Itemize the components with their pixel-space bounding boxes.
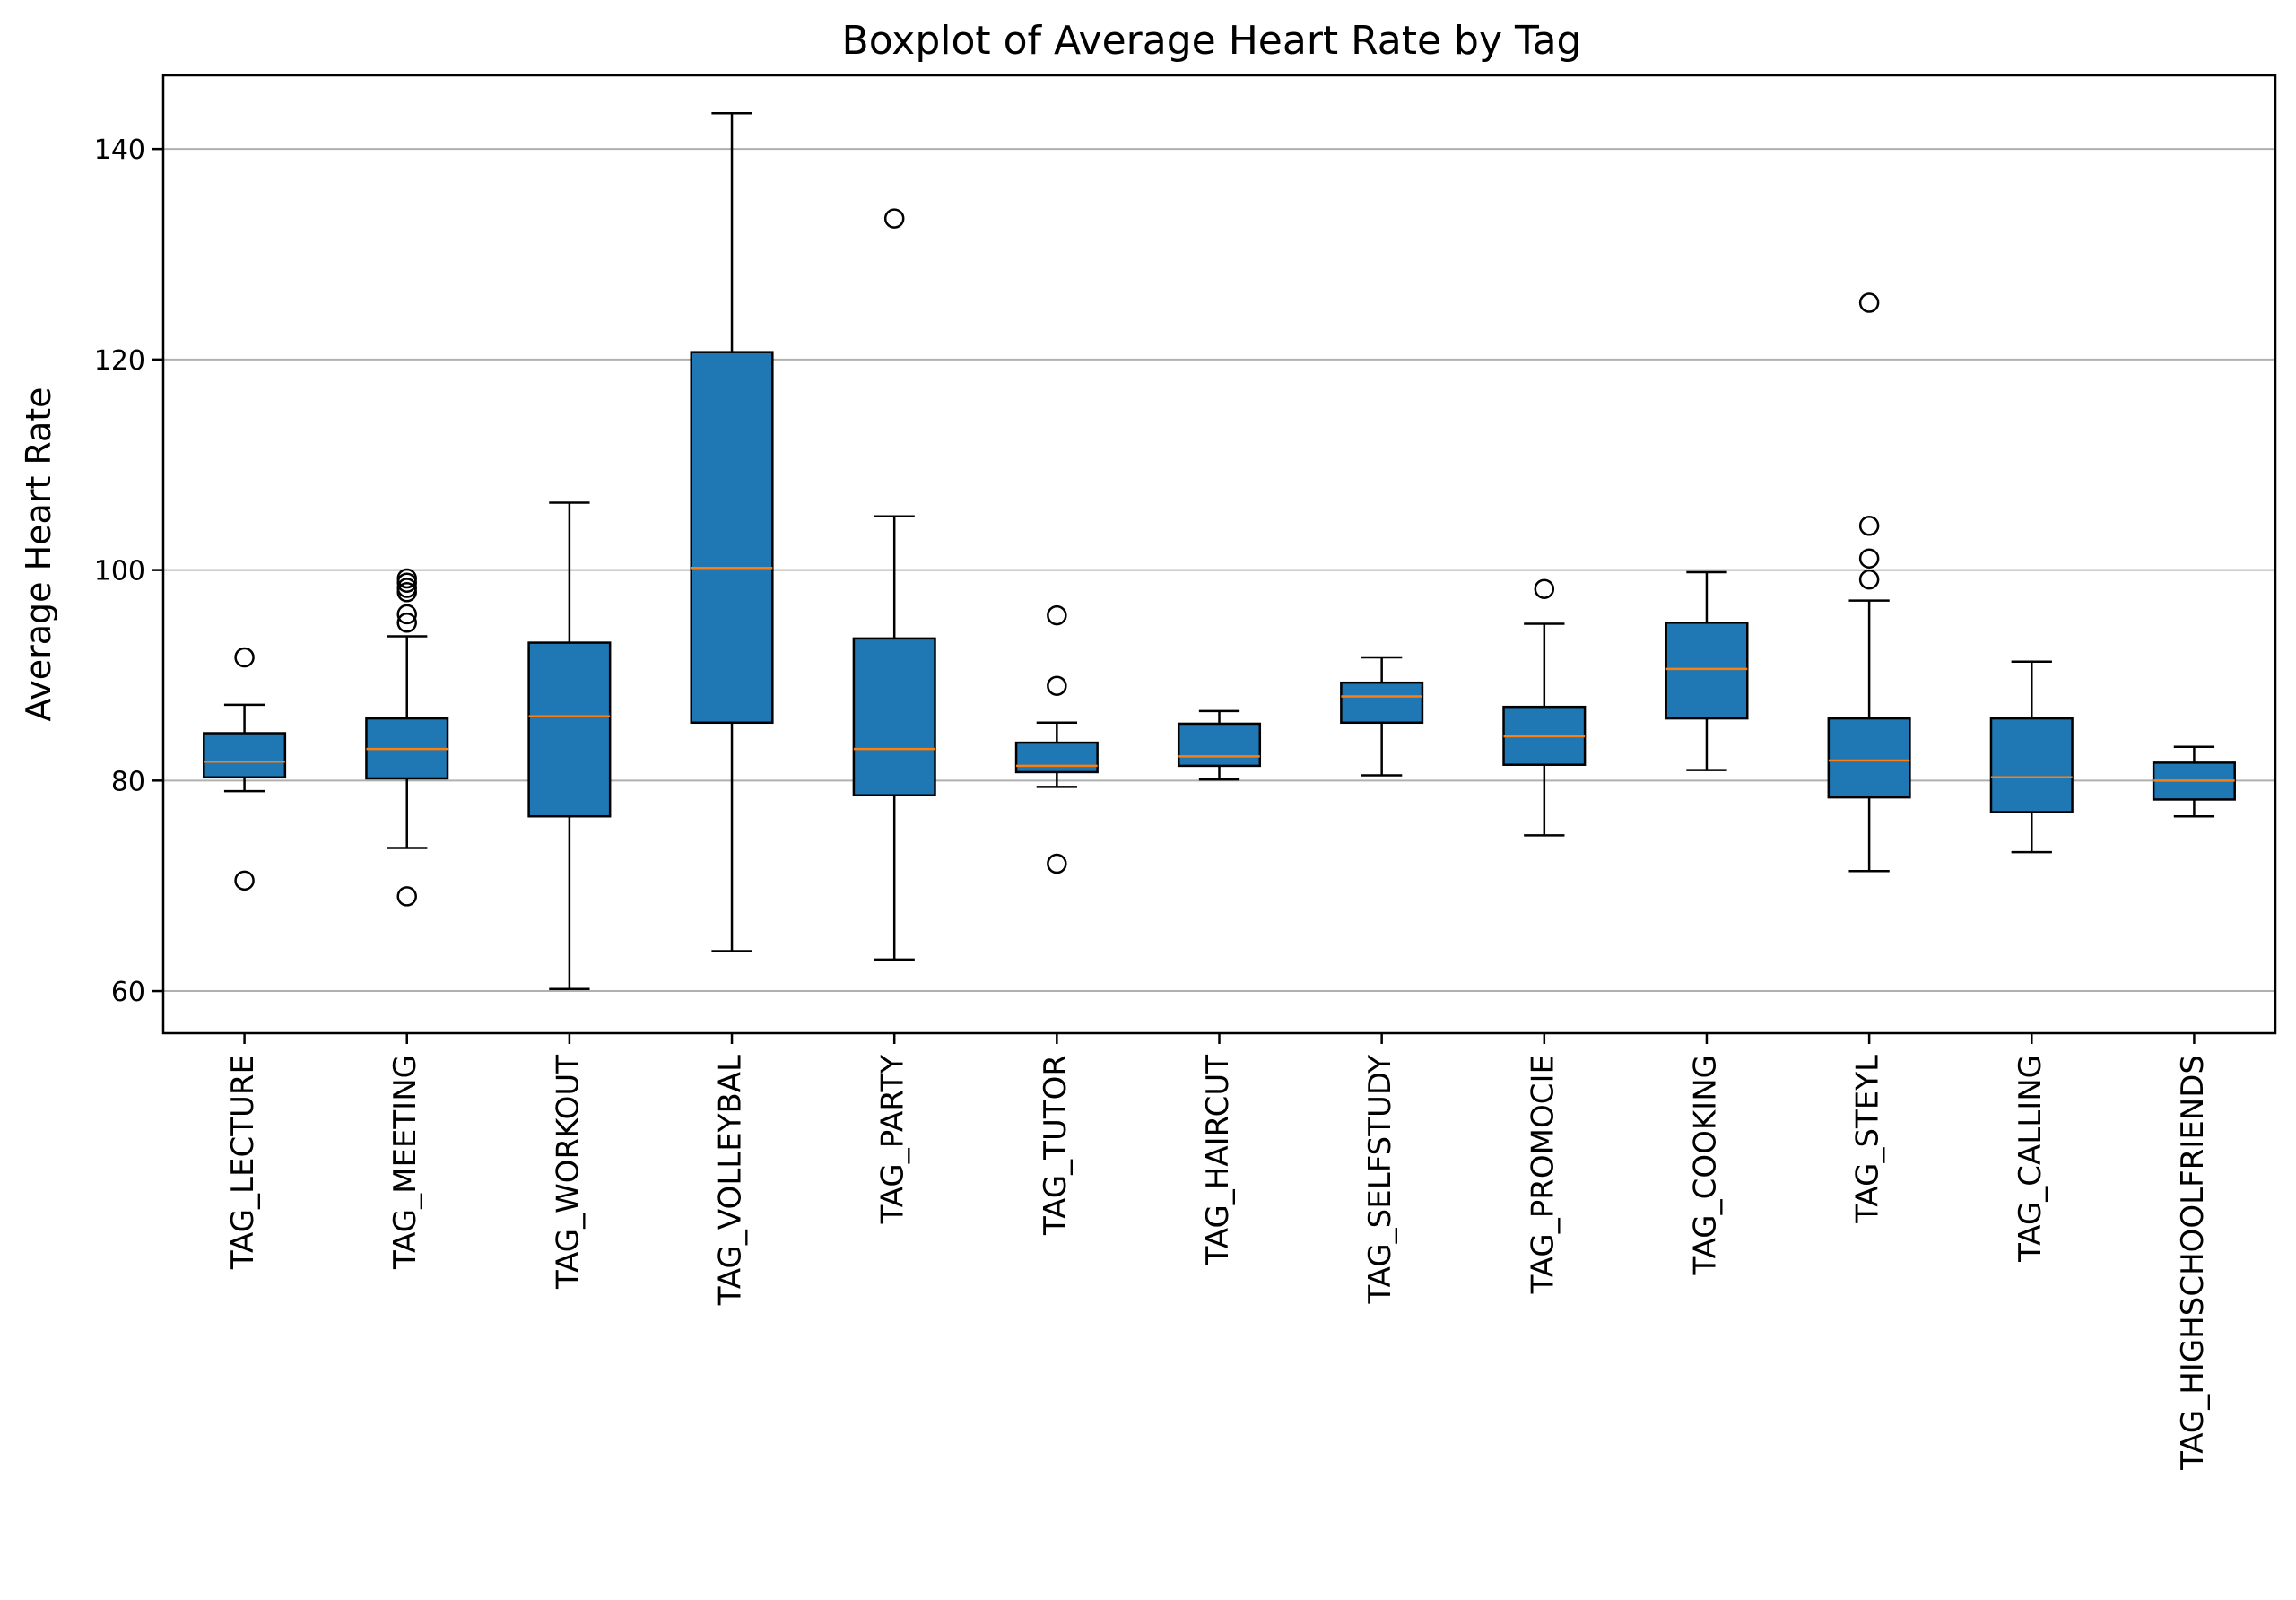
y-tick-label: 100 <box>94 556 145 587</box>
x-tick-label: TAG_HIGHSCHOOLFRIENDS <box>2175 1055 2211 1471</box>
x-tick-label: TAG_STEYL <box>1850 1055 1886 1224</box>
box-tag_promocie <box>1502 578 1587 837</box>
iqr-box <box>1827 717 1911 799</box>
outlier-point <box>1858 548 1880 569</box>
outlier-point <box>1534 578 1555 599</box>
outlier-point <box>234 647 255 668</box>
outlier-point <box>1047 675 1067 696</box>
iqr-box <box>1340 681 1424 725</box>
y-tick-label: 140 <box>94 135 145 166</box>
box-tag_selfstudy <box>1340 656 1424 777</box>
outlier-point <box>396 572 417 593</box>
chart-title: Boxplot of Average Heart Rate by Tag <box>842 18 1582 64</box>
x-tick-label: TAG_PROMOCIE <box>1525 1055 1561 1294</box>
boxes-group <box>203 112 2236 990</box>
box-tag_lecture <box>203 647 287 891</box>
x-tick-label: TAG_CALLING <box>2013 1055 2048 1263</box>
y-tick-label: 60 <box>111 977 145 1008</box>
x-tick-label: TAG_WORKOUT <box>550 1055 586 1290</box>
box-tag_haircut <box>1177 709 1262 781</box>
outlier-point <box>396 604 417 625</box>
x-axis: TAG_LECTURE TAG_MEETING TAG_WORKOUT TAG_VOL… <box>225 1033 2211 1471</box>
outlier-point <box>396 613 417 633</box>
outlier-point <box>1047 604 1067 626</box>
box-tag_workout <box>527 501 612 990</box>
x-tick-label: TAG_COOKING <box>1687 1055 1723 1276</box>
x-tick-label: TAG_MEETING <box>387 1055 423 1270</box>
y-tick-label: 120 <box>94 345 145 377</box>
outlier-point <box>1047 853 1067 874</box>
iqr-box <box>1177 722 1262 768</box>
x-tick-label: TAG_TUTOR <box>1038 1055 1074 1236</box>
iqr-box <box>203 732 287 779</box>
box-tag_cooking <box>1665 570 1749 771</box>
box-tag_highschoolfriends <box>2152 745 2236 818</box>
box-tag_volleybal <box>690 112 774 952</box>
outlier-point <box>883 208 905 229</box>
x-tick-label: TAG_HAIRCUT <box>1200 1055 1236 1266</box>
iqr-box <box>527 641 612 818</box>
box-tag_steyl <box>1827 292 1911 873</box>
iqr-box <box>690 351 774 725</box>
iqr-box <box>852 637 936 797</box>
y-tick-label: 80 <box>111 766 145 797</box>
box-tag_party <box>852 208 936 961</box>
iqr-box <box>1989 717 2074 813</box>
iqr-box <box>1014 741 1099 774</box>
outlier-point <box>1858 569 1880 590</box>
x-tick-label: TAG_SELFSTUDY <box>1362 1055 1398 1305</box>
y-axis: 60 80 100 120 140 <box>94 135 163 1008</box>
x-tick-label: TAG_LECTURE <box>225 1055 261 1270</box>
outlier-point <box>234 870 255 891</box>
outlier-point <box>396 886 417 907</box>
outlier-point <box>1858 292 1880 313</box>
outlier-point <box>396 582 417 603</box>
box-tag_calling <box>1989 660 2074 854</box>
gridlines <box>163 148 2275 993</box>
x-tick-label: TAG_VOLLEYBAL <box>713 1055 749 1306</box>
box-tag_tutor <box>1014 604 1099 874</box>
y-axis-label: Average Heart Rate <box>19 387 58 721</box>
iqr-box <box>1665 622 1749 720</box>
box-tag_meeting <box>365 568 449 907</box>
outlier-point <box>1858 516 1880 536</box>
x-tick-label: TAG_PARTY <box>875 1055 911 1225</box>
